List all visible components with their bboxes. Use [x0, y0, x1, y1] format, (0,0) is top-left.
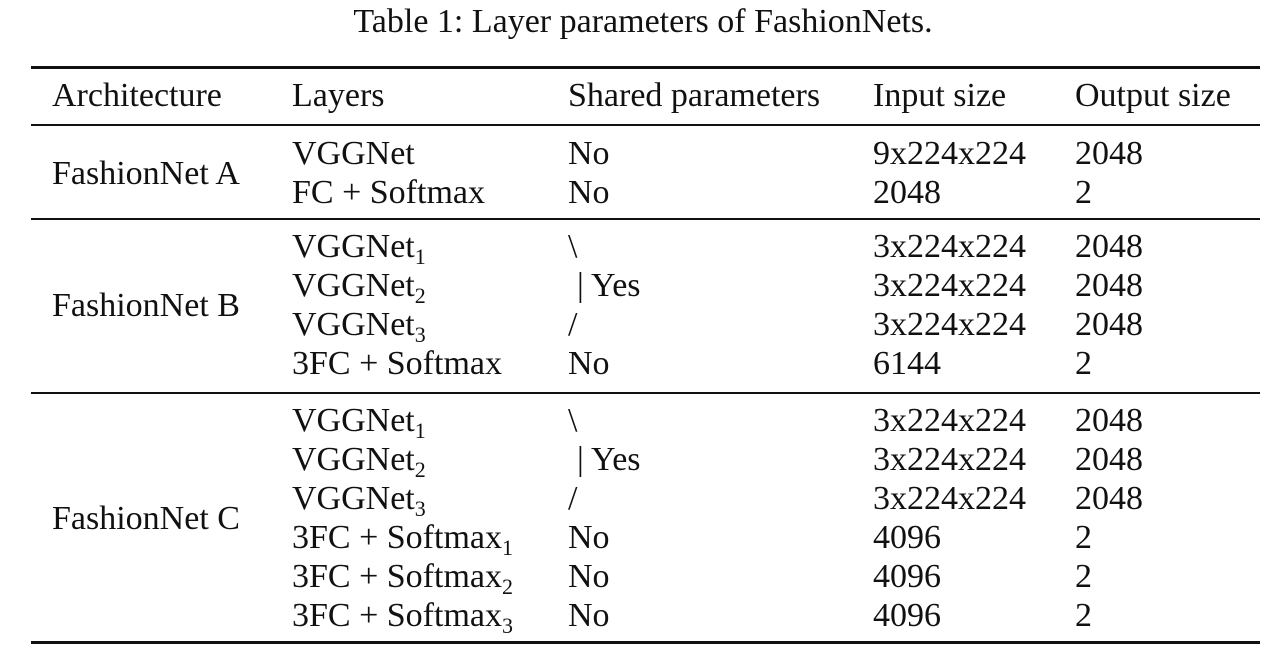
- input-size-cell: 4096: [873, 519, 941, 556]
- input-size-cell: 3x224x224: [873, 306, 1026, 343]
- layer-subscript: 1: [414, 418, 426, 443]
- output-size-cell: 2048: [1075, 306, 1143, 343]
- shared-parameters-cell: /: [568, 306, 578, 343]
- layer-subscript: 2: [501, 574, 513, 599]
- shared-parameters-cell: \: [568, 402, 578, 439]
- input-size-cell: 3x224x224: [873, 267, 1026, 304]
- input-size-cell: 3x224x224: [873, 441, 1026, 478]
- layer-name-text: VGGNet: [292, 135, 415, 172]
- layer-name-text: 3FC + Softmax: [292, 558, 502, 595]
- output-size-cell: 2048: [1075, 135, 1143, 172]
- input-size-cell: 3x224x224: [873, 402, 1026, 439]
- layer-name-text: VGGNet: [292, 306, 415, 343]
- header-shared-parameters: Shared parameters: [568, 77, 821, 114]
- output-size-cell: 2048: [1075, 441, 1143, 478]
- shared-parameters-cell: No: [568, 558, 610, 595]
- header-rule: [31, 124, 1260, 126]
- shared-parameters-cell: /: [568, 480, 578, 517]
- shared-parameters-cell: | Yes: [577, 267, 641, 304]
- group-separator-rule: [31, 392, 1260, 394]
- shared-parameters-cell: No: [568, 174, 610, 211]
- layer-name: VGGNet3: [292, 479, 426, 521]
- shared-parameters-cell: \: [568, 228, 578, 265]
- layer-name: 3FC + Softmax2: [292, 557, 513, 599]
- shared-parameters-cell: No: [568, 519, 610, 556]
- layer-name-text: 3FC + Softmax: [292, 345, 502, 382]
- output-size-cell: 2048: [1075, 402, 1143, 439]
- layer-name: VGGNet2: [292, 440, 426, 482]
- layer-name-text: VGGNet: [292, 267, 415, 304]
- input-size-cell: 3x224x224: [873, 228, 1026, 265]
- layer-subscript: 2: [414, 457, 426, 482]
- shared-parameters-cell: No: [568, 597, 610, 634]
- bottom-rule: [31, 641, 1260, 644]
- input-size-cell: 3x224x224: [873, 480, 1026, 517]
- architecture-label: FashionNet A: [52, 155, 240, 192]
- shared-parameters-cell: | Yes: [577, 441, 641, 478]
- group-separator-rule: [31, 218, 1260, 220]
- layer-name: 3FC + Softmax3: [292, 596, 513, 638]
- layer-name: 3FC + Softmax1: [292, 518, 513, 560]
- layer-subscript: 3: [414, 496, 426, 521]
- input-size-cell: 6144: [873, 345, 941, 382]
- shared-parameters-cell: No: [568, 135, 610, 172]
- input-size-cell: 4096: [873, 597, 941, 634]
- input-size-cell: 2048: [873, 174, 941, 211]
- layer-name-text: VGGNet: [292, 402, 415, 439]
- layer-subscript: 2: [414, 283, 426, 308]
- layer-name-text: 3FC + Softmax: [292, 597, 502, 634]
- layer-name: VGGNet2: [292, 266, 426, 308]
- output-size-cell: 2048: [1075, 228, 1143, 265]
- layer-name-text: 3FC + Softmax: [292, 519, 502, 556]
- layer-subscript: 3: [501, 613, 513, 638]
- layer-name: VGGNet3: [292, 305, 426, 347]
- table-caption: Table 1: Layer parameters of FashionNets…: [353, 3, 933, 40]
- output-size-cell: 2: [1075, 519, 1092, 556]
- layer-subscript: 1: [414, 244, 426, 269]
- header-input-size: Input size: [873, 77, 1007, 114]
- input-size-cell: 9x224x224: [873, 135, 1026, 172]
- layer-name-text: VGGNet: [292, 441, 415, 478]
- layer-subscript: 1: [501, 535, 513, 560]
- architecture-label: FashionNet B: [52, 287, 240, 324]
- output-size-cell: 2: [1075, 345, 1092, 382]
- output-size-cell: 2: [1075, 597, 1092, 634]
- header-architecture: Architecture: [52, 77, 222, 114]
- shared-parameters-cell: No: [568, 345, 610, 382]
- layer-name: VGGNet1: [292, 401, 426, 443]
- top-rule: [31, 66, 1260, 69]
- header-output-size: Output size: [1075, 77, 1231, 114]
- output-size-cell: 2048: [1075, 267, 1143, 304]
- output-size-cell: 2048: [1075, 480, 1143, 517]
- layer-name-text: VGGNet: [292, 480, 415, 517]
- layer-name: FC + Softmax: [292, 173, 485, 212]
- layer-name-text: VGGNet: [292, 228, 415, 265]
- layer-name: 3FC + Softmax: [292, 344, 502, 383]
- header-layers: Layers: [292, 77, 385, 114]
- architecture-label: FashionNet C: [52, 500, 240, 537]
- output-size-cell: 2: [1075, 558, 1092, 595]
- output-size-cell: 2: [1075, 174, 1092, 211]
- layer-name: VGGNet1: [292, 227, 426, 269]
- layer-name-text: FC + Softmax: [292, 174, 485, 211]
- input-size-cell: 4096: [873, 558, 941, 595]
- layer-name: VGGNet: [292, 134, 415, 173]
- layer-subscript: 3: [414, 322, 426, 347]
